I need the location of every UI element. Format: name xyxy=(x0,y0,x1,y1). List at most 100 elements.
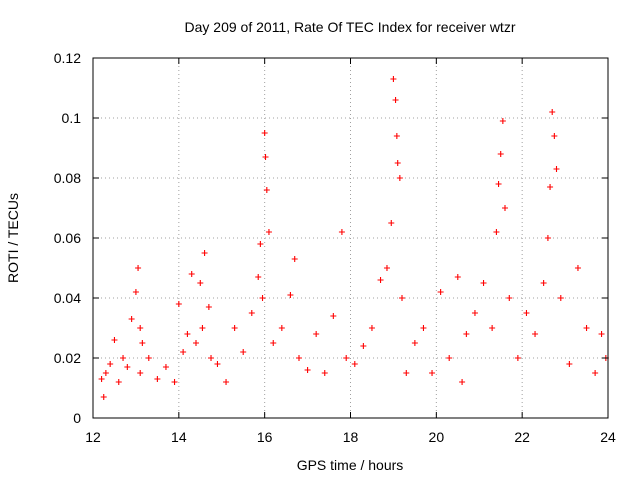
axes: 12 14 16 18 20 22 24 0 0.02 0.04 0.06 0.08 0.1 0.12 xyxy=(54,50,616,445)
data-point xyxy=(223,379,230,385)
data-point xyxy=(259,295,266,301)
data-point xyxy=(583,325,590,331)
data-point xyxy=(360,343,367,349)
data-point xyxy=(255,274,262,280)
data-point xyxy=(489,325,496,331)
data-point xyxy=(495,181,502,187)
data-point xyxy=(592,370,599,376)
data-point xyxy=(171,379,178,385)
data-point xyxy=(502,205,508,211)
data-point xyxy=(162,364,169,370)
data-point xyxy=(201,250,208,256)
data-point xyxy=(208,355,215,361)
x-tick-label: 12 xyxy=(85,429,101,445)
data-point xyxy=(205,304,212,310)
data-point xyxy=(107,361,114,367)
data-point xyxy=(175,301,182,307)
data-point xyxy=(128,316,135,322)
data-point xyxy=(506,295,513,301)
data-point xyxy=(499,118,506,124)
data-point xyxy=(368,325,375,331)
data-point xyxy=(135,265,142,271)
data-point xyxy=(137,370,144,376)
data-point xyxy=(115,379,122,385)
data-point xyxy=(214,361,221,367)
data-point xyxy=(454,274,461,280)
data-point xyxy=(459,379,466,385)
data-point xyxy=(124,364,131,370)
plot-frame xyxy=(92,57,609,419)
data-point xyxy=(446,355,453,361)
data-point xyxy=(493,229,500,235)
data-point xyxy=(262,154,269,160)
data-point xyxy=(420,325,427,331)
data-point xyxy=(240,349,247,355)
data-point xyxy=(399,295,405,301)
data-point xyxy=(544,235,551,241)
data-point xyxy=(411,340,418,346)
data-point xyxy=(197,280,204,286)
y-tick-label: 0 xyxy=(73,410,81,426)
data-point xyxy=(463,331,470,337)
data-point xyxy=(480,280,487,286)
data-point xyxy=(396,175,403,181)
data-point xyxy=(154,376,161,382)
y-tick-label: 0.02 xyxy=(54,350,81,366)
data-point xyxy=(278,325,285,331)
data-point xyxy=(377,277,384,283)
data-point xyxy=(383,265,390,271)
data-point xyxy=(137,325,144,331)
data-point xyxy=(393,133,400,139)
data-point xyxy=(471,310,478,316)
data-point xyxy=(598,331,605,337)
y-tick-label: 0.04 xyxy=(54,290,81,306)
data-point xyxy=(120,355,127,361)
data-point xyxy=(139,340,146,346)
data-point xyxy=(248,310,255,316)
y-tick-label: 0.1 xyxy=(62,110,82,126)
data-point xyxy=(231,325,238,331)
data-point xyxy=(403,370,410,376)
data-point xyxy=(566,361,573,367)
data-point xyxy=(394,160,401,166)
data-point xyxy=(330,313,337,319)
data-point xyxy=(547,184,554,190)
data-point xyxy=(343,355,350,361)
data-point xyxy=(557,295,564,301)
data-point xyxy=(261,130,268,136)
data-point xyxy=(304,367,311,373)
data-point xyxy=(263,187,270,193)
data-point xyxy=(296,355,302,361)
x-tick-label: 22 xyxy=(514,429,530,445)
data-point xyxy=(351,361,358,367)
data-point xyxy=(287,292,294,298)
data-point xyxy=(553,166,560,172)
data-point xyxy=(392,97,399,103)
x-tick-label: 16 xyxy=(257,429,273,445)
data-point xyxy=(265,229,272,235)
data-point xyxy=(321,370,328,376)
data-point xyxy=(188,271,195,277)
data-point xyxy=(540,280,547,286)
y-tick-label: 0.08 xyxy=(54,170,81,186)
grid-lines xyxy=(93,58,608,418)
y-tick-label: 0.06 xyxy=(54,230,81,246)
data-point xyxy=(270,340,277,346)
data-point xyxy=(180,349,187,355)
data-point xyxy=(437,289,444,295)
x-tick-label: 18 xyxy=(343,429,359,445)
data-point xyxy=(111,337,118,343)
x-tick-label: 20 xyxy=(429,429,445,445)
data-point xyxy=(574,265,581,271)
data-point xyxy=(523,310,530,316)
x-axis-label: GPS time / hours xyxy=(297,457,404,473)
data-point xyxy=(429,370,436,376)
data-point xyxy=(132,289,139,295)
data-point xyxy=(313,331,320,337)
data-point xyxy=(551,133,558,139)
data-point xyxy=(390,76,397,82)
data-point xyxy=(291,256,298,262)
data-point xyxy=(199,325,206,331)
chart-title: Day 209 of 2011, Rate Of TEC Index for r… xyxy=(185,19,516,35)
